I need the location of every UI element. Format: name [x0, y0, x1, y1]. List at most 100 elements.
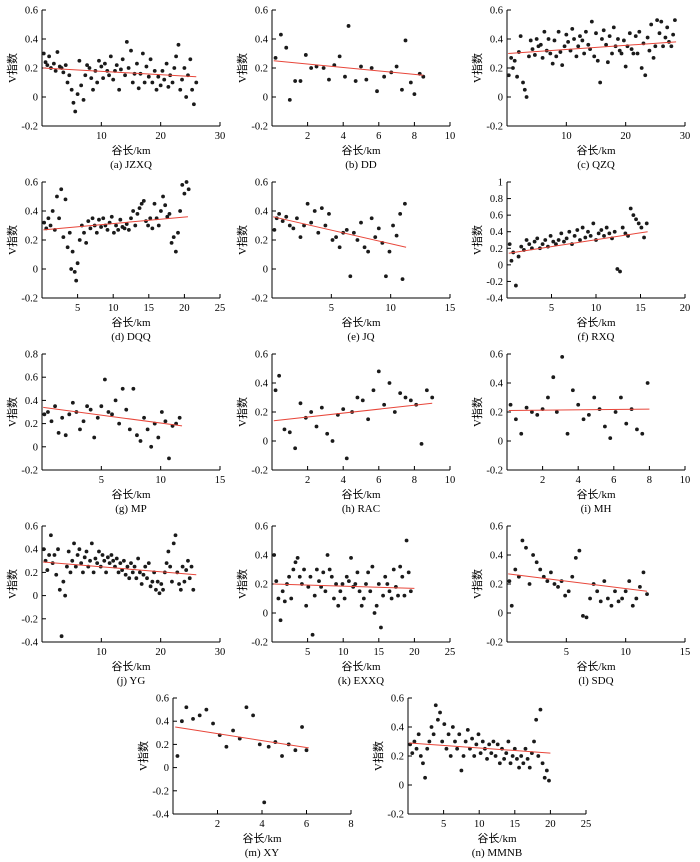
trend-line: [43, 561, 197, 576]
x-tick-label: 2: [540, 475, 545, 486]
data-point: [57, 216, 61, 221]
data-point: [525, 757, 530, 761]
data-point: [295, 216, 299, 221]
y-tick-label: -0.2: [387, 810, 404, 821]
y-tick-label: 0.2: [156, 740, 169, 751]
data-point: [655, 18, 660, 23]
data-point: [224, 744, 229, 749]
data-point: [564, 236, 569, 241]
data-point: [534, 717, 539, 722]
data-point: [314, 64, 319, 69]
y-axis-label: V指数: [235, 225, 249, 255]
data-point: [530, 47, 535, 52]
data-point: [440, 739, 445, 744]
data-point: [613, 589, 617, 594]
data-point: [418, 754, 423, 758]
data-point: [641, 570, 646, 575]
data-point: [457, 732, 462, 737]
y-tick-label: 0: [263, 609, 268, 620]
data-point: [184, 568, 189, 572]
data-point: [114, 556, 119, 561]
data-point: [319, 206, 324, 211]
data-point: [577, 548, 582, 553]
data-point: [67, 230, 72, 235]
data-point: [277, 373, 282, 378]
data-point: [55, 50, 60, 54]
data-point: [144, 64, 149, 69]
data-point: [61, 235, 66, 240]
x-tick-label: 2: [215, 819, 220, 830]
data-point: [177, 582, 181, 586]
data-point: [519, 431, 524, 436]
data-point: [450, 725, 455, 729]
x-tick-label: 15: [680, 647, 691, 658]
data-point: [549, 570, 553, 575]
y-tick-label: 0.6: [255, 178, 268, 189]
data-point: [474, 742, 479, 747]
trend-line: [508, 408, 650, 412]
data-point: [534, 37, 539, 41]
data-point: [576, 44, 581, 49]
data-point: [369, 216, 374, 221]
y-tick-label: 0.4: [490, 35, 504, 46]
data-point: [342, 596, 347, 601]
data-point: [41, 51, 46, 56]
data-point: [512, 746, 517, 751]
trend-line: [273, 216, 407, 248]
data-point: [514, 417, 518, 422]
data-point: [552, 582, 557, 586]
x-tick-label: 8: [647, 475, 652, 486]
y-tick-label: 0.2: [490, 244, 503, 255]
data-point: [472, 754, 477, 758]
x-axis-label: 谷长/km: [477, 832, 517, 845]
data-point: [104, 570, 108, 575]
x-tick-label: 10: [591, 303, 602, 314]
data-point: [394, 233, 399, 238]
data-point: [45, 63, 50, 67]
data-point: [371, 388, 376, 393]
data-point: [69, 87, 74, 92]
data-point: [353, 79, 358, 83]
data-point: [163, 203, 168, 208]
data-point: [570, 574, 575, 579]
data-point: [178, 587, 183, 592]
y-tick-label: 0.4: [255, 207, 269, 218]
data-point: [111, 558, 116, 563]
data-point: [293, 748, 298, 753]
data-point: [621, 38, 626, 43]
data-point: [289, 596, 294, 601]
data-point: [359, 220, 363, 225]
y-tick-label: 0.4: [25, 396, 39, 407]
data-point: [282, 599, 287, 604]
data-point: [273, 55, 278, 60]
data-point: [576, 402, 581, 407]
x-tick-label: 25: [445, 647, 456, 658]
panel-caption: (c) QZQ: [577, 159, 615, 171]
data-point: [171, 541, 176, 546]
data-point: [170, 80, 175, 85]
data-point: [91, 87, 95, 92]
trend-line: [273, 60, 424, 76]
data-point: [136, 86, 141, 91]
x-tick-label: 10: [680, 475, 691, 486]
data-point: [583, 235, 588, 240]
data-point: [77, 58, 82, 63]
data-point: [487, 742, 492, 747]
data-point: [551, 239, 556, 244]
data-point: [629, 47, 634, 52]
y-tick-label: -0.4: [152, 810, 169, 821]
data-point: [586, 42, 591, 47]
data-point: [70, 249, 75, 254]
data-point: [297, 574, 302, 579]
data-point: [114, 63, 119, 67]
data-point: [623, 589, 628, 594]
data-point: [355, 395, 360, 400]
data-point: [661, 44, 665, 49]
data-point: [527, 242, 532, 247]
data-point: [400, 87, 404, 92]
y-tick-label: 0.6: [25, 178, 38, 189]
